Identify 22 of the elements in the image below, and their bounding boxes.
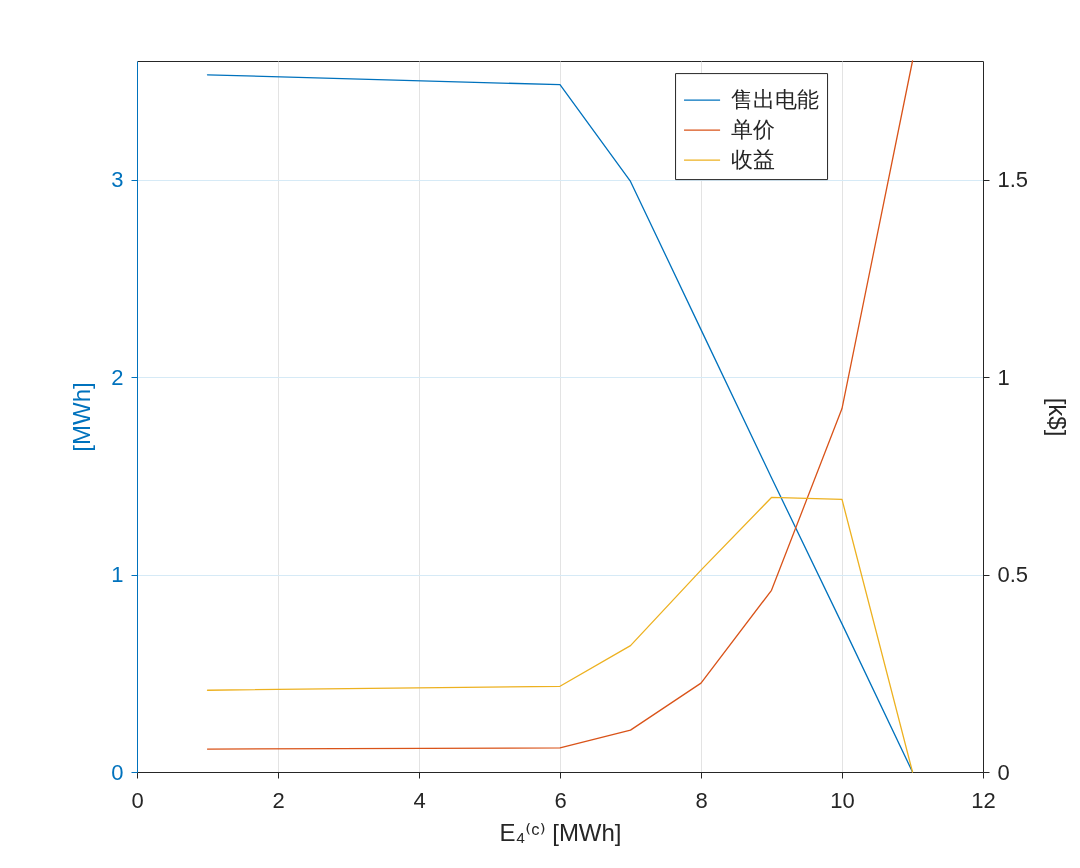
y2-axis-title: [k$]	[1044, 397, 1072, 437]
y-tick-label: 1	[111, 562, 124, 587]
y-axis-title: [MWh]	[68, 382, 96, 452]
line-series	[206, 496, 914, 773]
y2-tick-label: 1.5	[997, 167, 1029, 192]
y2-tick-label: 0	[997, 759, 1010, 785]
x-tick-label: 0	[131, 787, 144, 813]
y2-tick-label: 0.5	[997, 562, 1029, 587]
y-tick-label: 0	[111, 759, 124, 785]
y-tick-label: 3	[111, 167, 124, 192]
x-tick-label: 6	[554, 787, 567, 813]
x-tick-label: 10	[830, 787, 855, 813]
legend-label: 单价	[731, 117, 776, 143]
x-tick-label: 4	[413, 787, 426, 813]
legend-label: 收益	[731, 147, 776, 173]
legend-label: 售出电能	[731, 87, 820, 113]
y2-tick-label: 1	[997, 364, 1010, 390]
x-axis-title: E₄⁽ᶜ⁾ [MWh]	[499, 818, 622, 846]
x-tick-label: 2	[272, 787, 285, 813]
x-tick-label: 8	[695, 787, 708, 813]
y-tick-label: 2	[111, 364, 124, 390]
x-tick-label: 12	[971, 787, 996, 813]
